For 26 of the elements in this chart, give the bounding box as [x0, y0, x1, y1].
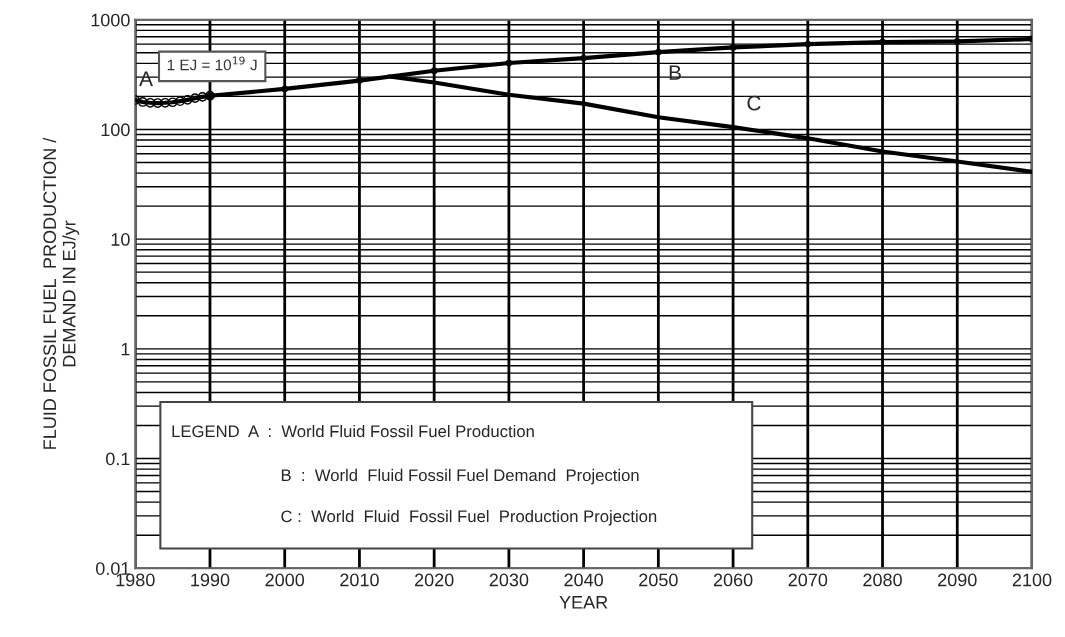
series-label: C [747, 95, 761, 111]
x-tick-label: 2080 [863, 573, 902, 587]
x-tick-label: 2010 [340, 573, 379, 587]
x-tick-label: 1990 [191, 573, 230, 587]
x-tick-label: 2070 [788, 573, 828, 587]
y-tick-label: 100 [101, 123, 130, 137]
annotation: 1 EJ = 10$^{19}$ J [167, 56, 257, 71]
x-axis-title: YEAR [559, 596, 608, 609]
annotation: C : World Fluid Fossil Fuel Production Projection [281, 509, 657, 526]
y-tick-label: 1000 [91, 13, 130, 27]
y-tick-label: 0.1 [106, 452, 130, 466]
y-tick-label: 0.01 [95, 562, 130, 575]
x-tick-label: 2030 [489, 573, 529, 587]
x-tick-label: 2090 [938, 573, 977, 587]
x-tick-label: 2060 [713, 573, 753, 587]
x-tick-label: 2050 [639, 573, 678, 587]
y-tick-label: 1 [121, 342, 130, 356]
x-tick-label: 2100 [1012, 573, 1052, 587]
x-tick-label: 2040 [564, 573, 603, 587]
annotation: B : World Fluid Fossil Fuel Demand Projection [281, 468, 639, 485]
x-tick-label: 2020 [414, 573, 454, 587]
y-tick-label: 10 [111, 233, 130, 246]
y-axis-title: FLUID FOSSIL FUEL PRODUCTION / DEMAND IN EJ/yr [42, 137, 80, 449]
x-tick-label: 2000 [265, 573, 305, 587]
x-tick-label: 1980 [116, 573, 155, 587]
annotation: LEGEND A : World Fluid Fossil Fuel Production [172, 424, 534, 438]
